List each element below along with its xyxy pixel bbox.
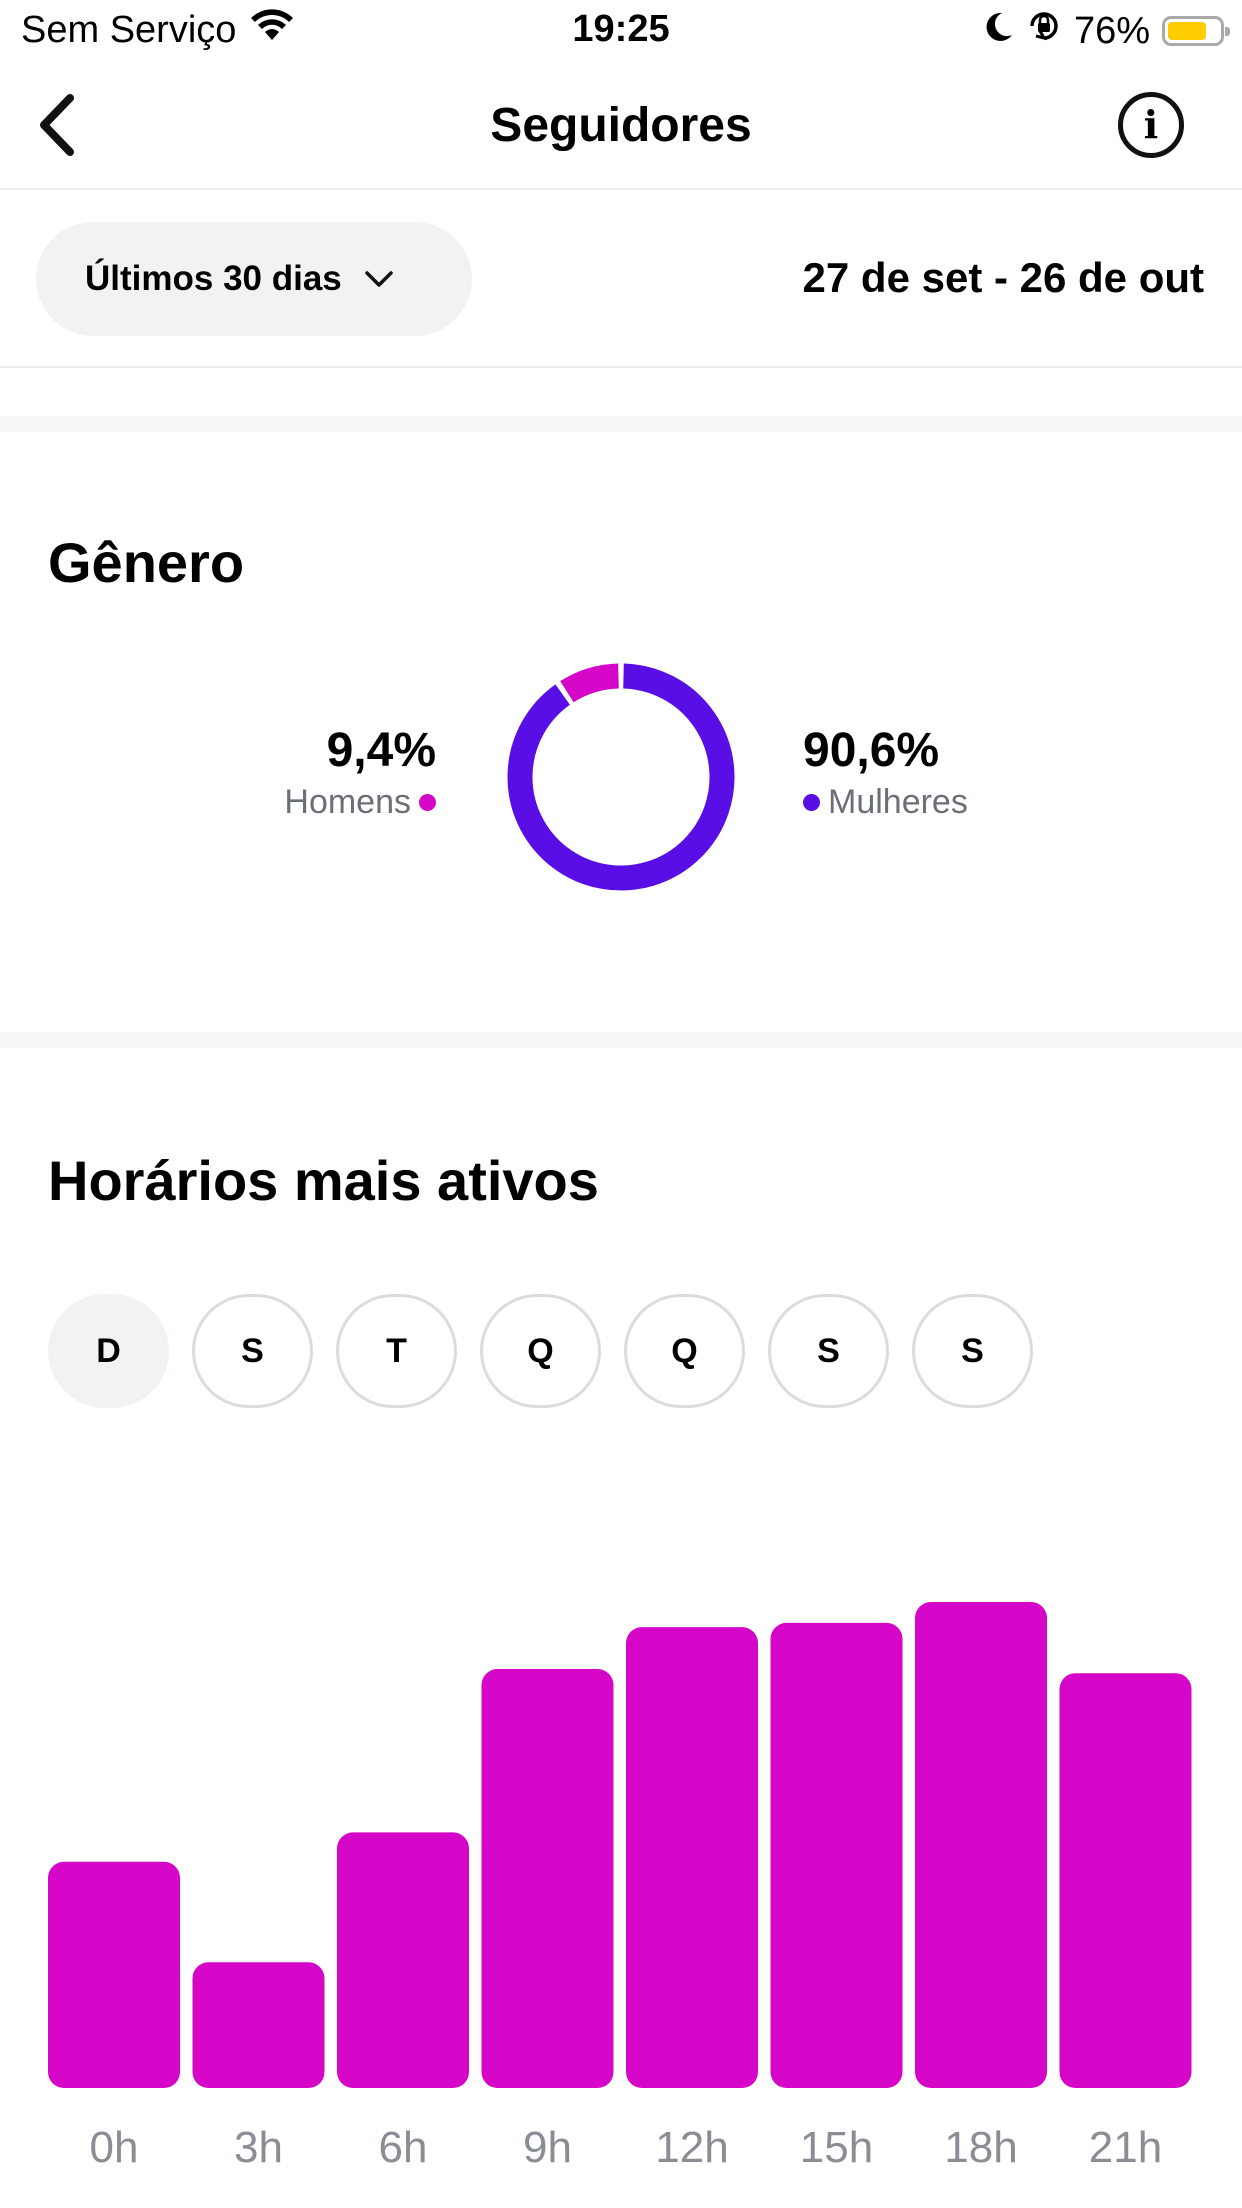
bar-3h: [192, 1962, 325, 2088]
period-label: Últimos 30 dias: [85, 259, 342, 298]
day-chip-sunday[interactable]: D: [48, 1294, 169, 1408]
bar-0h: [48, 1861, 180, 2088]
page-title: Seguidores: [490, 99, 752, 152]
active-times-title: Horários mais ativos: [48, 1149, 599, 1212]
day-chip-friday[interactable]: S: [768, 1294, 889, 1408]
orientation-lock-icon: [1026, 8, 1062, 54]
day-chip-wednesday[interactable]: Q: [480, 1294, 601, 1408]
x-tick-label: 6h: [379, 2123, 428, 2172]
men-percent: 9,4%: [326, 724, 436, 777]
section-divider: [0, 1032, 1242, 1048]
status-time: 19:25: [572, 8, 670, 50]
bar-21h: [1059, 1673, 1192, 2088]
chevron-down-icon: [364, 269, 394, 289]
period-dropdown[interactable]: Últimos 30 dias: [36, 222, 472, 336]
battery-percent: 76%: [1073, 9, 1150, 52]
x-tick-label: 12h: [655, 2123, 728, 2172]
battery-icon: [1162, 16, 1230, 46]
day-chip-monday[interactable]: S: [192, 1294, 313, 1408]
battery-tip: [1225, 27, 1230, 36]
x-tick-label: 15h: [800, 2123, 873, 2172]
men-legend: Homens: [284, 780, 436, 824]
bar-6h: [337, 1832, 469, 2088]
x-tick-label: 21h: [1089, 2123, 1162, 2172]
date-range: 27 de set - 26 de out: [802, 254, 1204, 301]
day-chip-tuesday[interactable]: T: [336, 1294, 457, 1408]
bar-12h: [626, 1627, 758, 2088]
bar-9h: [481, 1669, 614, 2088]
day-chip-thursday[interactable]: Q: [624, 1294, 745, 1408]
men-dot: [419, 793, 436, 811]
info-icon: i: [1143, 102, 1159, 147]
status-bar: Sem Serviço 19:25 76%: [0, 0, 1242, 62]
battery-fill: [1168, 22, 1206, 40]
x-tick-label: 0h: [90, 2123, 139, 2172]
status-left: Sem Serviço: [21, 8, 294, 52]
day-chip-saturday[interactable]: S: [912, 1294, 1033, 1408]
gender-women: 90,6% Mulheres: [803, 722, 968, 824]
active-times-bar-chart: 0h 3h 6h 9h 12h 15h 18h 21h: [48, 1602, 1192, 2172]
women-percent: 90,6%: [803, 724, 940, 777]
carrier-label: Sem Serviço: [21, 8, 237, 51]
bar-18h: [915, 1602, 1047, 2088]
x-tick-label: 9h: [523, 2123, 572, 2172]
donut-slice-women: [507, 663, 735, 891]
filter-row: Últimos 30 dias 27 de set - 26 de out: [0, 190, 1242, 368]
x-tick-label: 3h: [234, 2123, 283, 2172]
women-label: Mulheres: [828, 783, 968, 821]
status-right: 76%: [984, 8, 1230, 54]
back-button[interactable]: [28, 90, 88, 160]
bar-15h: [770, 1622, 903, 2088]
nav-bar: Seguidores i: [0, 62, 1242, 190]
women-legend: Mulheres: [803, 780, 968, 824]
women-dot: [803, 793, 820, 811]
donut-slice-men: [560, 663, 620, 703]
men-label: Homens: [284, 783, 411, 821]
chevron-left-icon: [40, 94, 74, 156]
gender-men: 9,4% Homens: [284, 722, 436, 824]
day-selector: D S T Q Q S S: [48, 1294, 1033, 1408]
moon-icon: [984, 10, 1014, 53]
section-divider: [0, 416, 1242, 432]
gender-donut-chart: [507, 663, 735, 891]
x-tick-label: 18h: [944, 2123, 1017, 2172]
wifi-icon: [250, 8, 294, 52]
info-button[interactable]: i: [1118, 92, 1184, 158]
gender-title: Gênero: [48, 531, 245, 594]
